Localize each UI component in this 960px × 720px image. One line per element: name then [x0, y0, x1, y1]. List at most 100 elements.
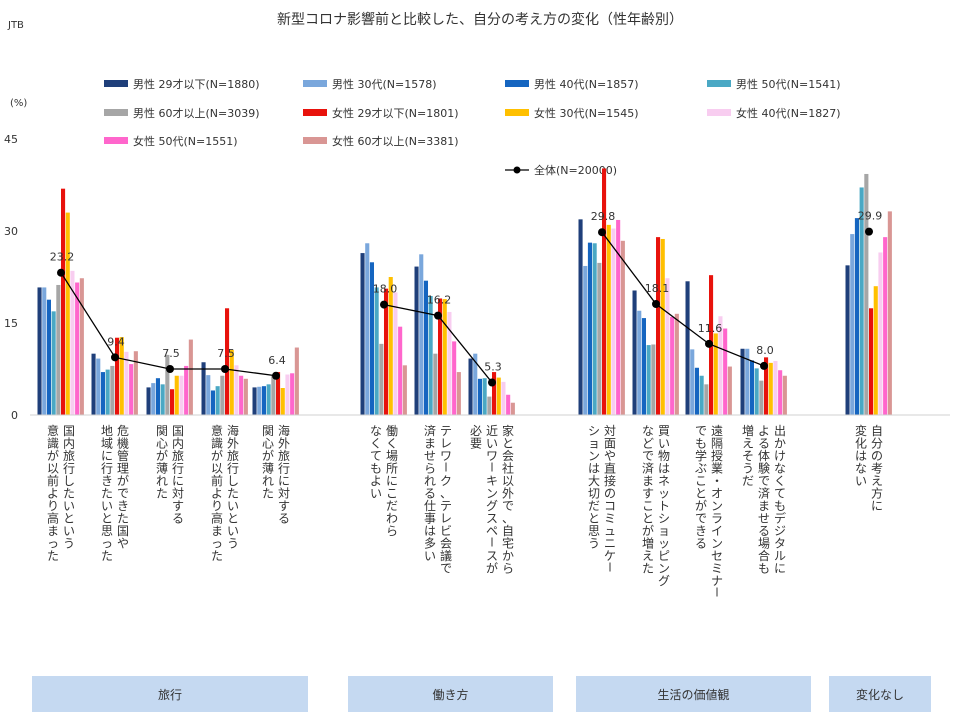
label-char: で [117, 487, 129, 501]
bar [778, 370, 783, 415]
bar [100, 372, 105, 415]
label-char: く [370, 437, 382, 451]
label-char: だ [386, 499, 398, 513]
x-axis-labels: 国内旅行したいという意識が以前より高まった危機管理ができた国や地域に行きたいと思… [47, 423, 883, 597]
label-char: た [156, 487, 168, 501]
bar [501, 381, 506, 415]
bar [477, 378, 482, 415]
label-char: で [758, 474, 770, 488]
bar [699, 375, 704, 415]
bar [133, 351, 138, 415]
label-char: こ [642, 499, 654, 513]
label-char: な [774, 462, 786, 476]
bar [365, 243, 370, 415]
label-char: と [642, 512, 654, 526]
label-char: で [502, 499, 514, 513]
label-char: ニ [604, 537, 616, 551]
label-char: ケ [604, 549, 616, 563]
label-char: た [227, 487, 239, 501]
label-char: 薄 [156, 461, 168, 476]
bar [637, 310, 642, 415]
bar [220, 375, 225, 415]
label-char: ま [47, 524, 59, 538]
label-char: は [855, 449, 867, 463]
bar [42, 287, 47, 415]
label-char: 多 [424, 537, 436, 551]
label-char: れ [262, 474, 274, 488]
line-data-label: 11.6 [698, 322, 723, 335]
legend-swatch [505, 109, 529, 116]
label-char: ン [486, 487, 498, 501]
label-char: ス [486, 512, 498, 526]
label-char: 験 [758, 461, 770, 476]
legend-label: 女性 40代(N=1827) [736, 106, 841, 120]
bar [414, 266, 419, 415]
category-groups: 旅行 働き方 生活の価値観 変化なし [32, 676, 931, 712]
label-char: と [63, 512, 75, 526]
label-char: 体 [758, 449, 770, 463]
label-char: い [370, 487, 382, 501]
label-char: か [774, 437, 786, 451]
bar [597, 262, 602, 415]
label-char: ョ [588, 437, 600, 451]
label-char: 前 [47, 473, 59, 488]
legend-label: 男性 30代(N=1578) [332, 77, 437, 91]
line-point [488, 378, 496, 387]
label-char: し [63, 474, 75, 488]
label-char: コ [604, 499, 616, 513]
label-char: が [486, 561, 498, 576]
label-char: 域 [101, 437, 113, 451]
label-char: ス [486, 549, 498, 563]
label-char: 自 [502, 524, 514, 538]
legend-swatch [303, 80, 327, 87]
line-data-label: 18.0 [373, 283, 398, 296]
label-char: イ [711, 524, 723, 538]
label-char: る [758, 524, 770, 538]
bar [859, 187, 864, 415]
line-point [111, 353, 119, 362]
line-data-label: 5.3 [484, 360, 502, 373]
label-char: 行 [101, 462, 113, 476]
label-char: 面 [604, 437, 616, 451]
label-char: や [117, 537, 129, 551]
label-char: 海 [227, 423, 239, 438]
label-char: ネ [658, 474, 670, 488]
label-char: よ [211, 487, 223, 501]
label-char: 社 [502, 461, 514, 476]
bar [61, 188, 66, 415]
bar [70, 270, 75, 415]
label-char: 、 [440, 487, 452, 501]
label-char: い [227, 524, 239, 538]
label-char: ワ [486, 449, 498, 463]
line-data-label: 29.9 [858, 210, 883, 223]
label-char: ッ [658, 487, 670, 501]
label-char: 機 [117, 436, 129, 451]
label-char: 関 [156, 424, 168, 438]
label-char: グ [486, 499, 498, 513]
label-char: 大 [588, 474, 600, 488]
label-char: に [386, 474, 398, 488]
label-char: よ [758, 424, 770, 438]
label-char: 以 [502, 474, 514, 488]
label-char: ま [424, 437, 436, 451]
label-char: ワ [440, 449, 452, 463]
legend-label: 男性 29才以下(N=1880) [133, 77, 260, 91]
label-char: が [262, 448, 274, 463]
bar [179, 375, 184, 415]
label-char: だ [588, 499, 600, 513]
label-char: が [117, 473, 129, 488]
label-char: い [227, 499, 239, 513]
label-char: ョ [658, 524, 670, 538]
bar [749, 360, 754, 415]
line-data-label: 7.5 [162, 347, 180, 360]
label-char: せ [424, 449, 436, 463]
label-char: も [370, 462, 382, 476]
label-char: う [227, 537, 239, 551]
label-char: 国 [63, 424, 75, 438]
label-char: が [642, 523, 654, 538]
label-char: 対 [172, 487, 184, 501]
